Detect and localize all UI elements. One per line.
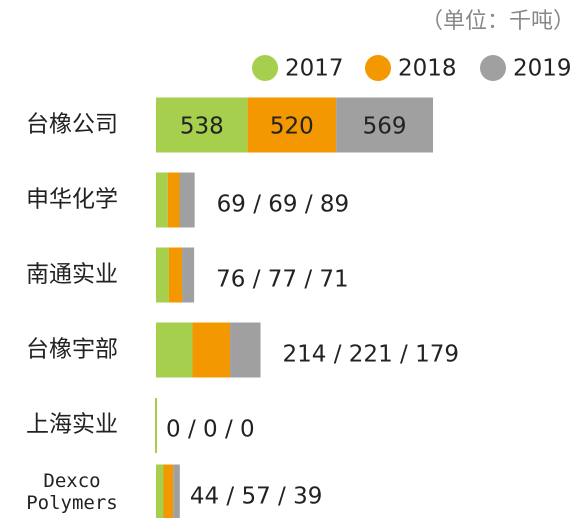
bar-label: 214 / 221 / 179 — [283, 342, 459, 368]
bar-segment — [156, 322, 193, 378]
category-label: 台橡宇部 — [26, 337, 118, 363]
bar-segment — [192, 322, 231, 378]
bar-segment — [156, 97, 248, 153]
bar-label: 69 / 69 / 89 — [217, 192, 350, 218]
category-label: Dexco Polymers — [26, 470, 118, 514]
bar-segment — [336, 97, 433, 153]
legend-label: 2019 — [513, 56, 572, 82]
legend-label: 2017 — [285, 56, 344, 82]
bar-label: 44 / 57 / 39 — [190, 484, 323, 510]
bar-segment — [247, 97, 337, 153]
bar-segment — [230, 322, 261, 378]
bar-segment — [179, 172, 195, 228]
segment-label: 520 — [270, 114, 314, 140]
category-label: 南通实业 — [26, 262, 118, 288]
bar-segment — [167, 172, 180, 228]
category-label: 上海实业 — [26, 412, 118, 438]
bar-segment — [173, 464, 180, 518]
bar-segment — [168, 247, 183, 303]
legend-swatch — [480, 55, 506, 81]
bar-segment — [156, 172, 168, 228]
bar-segment — [163, 464, 174, 518]
segment-label: 569 — [363, 114, 407, 140]
category-label: 台橡公司 — [26, 112, 118, 138]
bar-segment — [156, 247, 169, 303]
category-label: 申华化学 — [26, 187, 118, 213]
bar-label: 0 / 0 / 0 — [166, 417, 255, 443]
legend-swatch — [365, 55, 391, 81]
legend-label: 2018 — [398, 56, 457, 82]
bar-segment — [182, 247, 195, 303]
segment-label: 538 — [180, 114, 224, 140]
unit-label: （单位：千吨） — [421, 9, 575, 34]
bar-segment — [156, 464, 164, 518]
legend-swatch — [252, 55, 278, 81]
bar-label: 76 / 77 / 71 — [216, 267, 349, 293]
